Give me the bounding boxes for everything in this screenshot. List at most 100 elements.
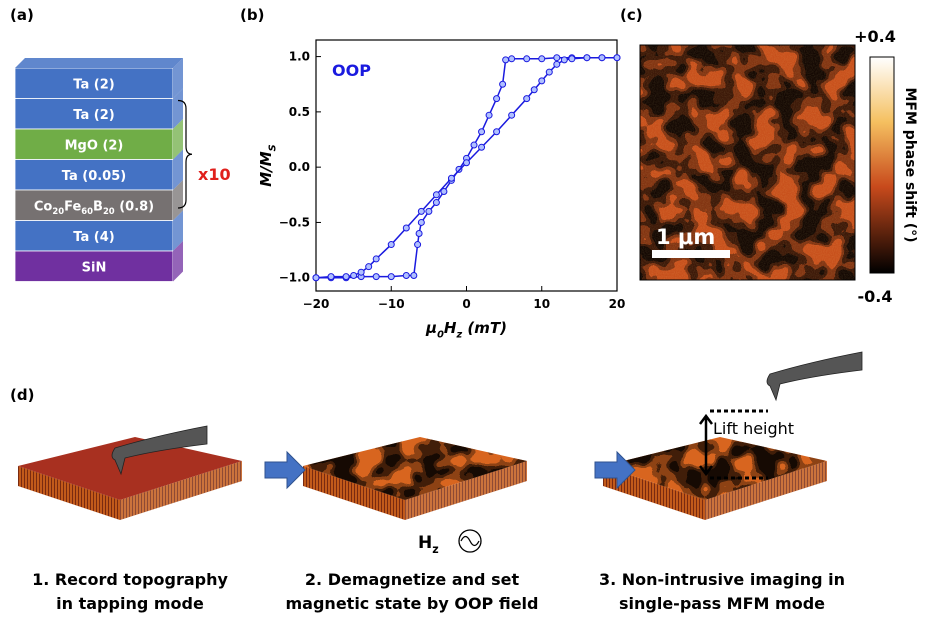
ac-wave [461, 537, 479, 546]
data-point [503, 57, 509, 63]
layer-label: Ta (4) [73, 230, 114, 245]
data-point [599, 55, 605, 61]
layer-label-part: Ta (0.05) [62, 169, 126, 184]
y-tick-label: 0.0 [289, 160, 310, 174]
layer-label-part: Fe [64, 199, 81, 214]
data-point [494, 129, 500, 135]
data-point [554, 55, 560, 61]
panel-label: (d) [10, 386, 34, 404]
data-point [471, 142, 477, 148]
layer-label: Ta (2) [73, 77, 114, 92]
layer-label-part: MgO (2) [65, 138, 124, 153]
data-point [433, 192, 439, 198]
data-point [403, 273, 409, 279]
data-point [524, 96, 530, 102]
data-point [403, 225, 409, 231]
layer: Ta (2) [15, 58, 183, 99]
layer-label-part: 20 [52, 206, 64, 216]
data-point [479, 129, 485, 135]
y-tick-label: −1.0 [279, 271, 310, 285]
scale-bar [652, 250, 730, 258]
layer-label: Co20Fe60B20 (0.8) [34, 199, 154, 216]
data-point [539, 56, 545, 62]
panel-b: (b)−20−1001020−1.0−0.50.00.51.0μ0Hz (mT)… [240, 6, 625, 341]
layer-label-part: SiN [82, 260, 107, 275]
x-tick-label: 0 [462, 297, 470, 311]
data-point [561, 57, 567, 63]
cantilever-tip [767, 352, 862, 400]
data-point [554, 61, 560, 67]
y-axis-title-part: M/M [257, 151, 275, 186]
layer-label-part: 60 [81, 206, 93, 216]
data-point [366, 264, 372, 270]
y-axis-title-part: S [268, 144, 279, 151]
colorbar-max: +0.4 [854, 27, 896, 46]
data-point [313, 275, 319, 281]
field-label: Hz [418, 533, 439, 556]
layer-label-part: Co [34, 199, 53, 214]
data-point [569, 56, 575, 62]
colorbar-min: -0.4 [858, 287, 893, 306]
data-point [328, 274, 334, 280]
data-point [531, 87, 537, 93]
step-caption: magnetic state by OOP field [286, 594, 539, 613]
data-point [448, 175, 454, 181]
data-point [373, 274, 379, 280]
data-point [479, 144, 485, 150]
step-caption: single-pass MFM mode [619, 594, 825, 613]
x-tick-label: 10 [533, 297, 550, 311]
layer-label-part: (0.8) [115, 199, 154, 214]
data-point [494, 96, 500, 102]
data-point [464, 160, 470, 166]
x-tick-label: −20 [303, 297, 330, 311]
field-label-part: H [418, 533, 432, 553]
panel-label: (a) [10, 6, 34, 24]
data-point [509, 56, 515, 62]
layer-label: SiN [82, 260, 107, 275]
y-axis-title: M/MS [257, 144, 279, 186]
layer-label-part: Ta (2) [73, 108, 114, 123]
data-point [524, 56, 530, 62]
panel-a: (a)Ta (2)Ta (2)MgO (2)Ta (0.05)Co20Fe60B… [10, 6, 231, 282]
data-point [486, 112, 492, 118]
y-tick-label: −0.5 [279, 215, 310, 229]
series-line [316, 58, 617, 278]
x-axis-title-part: (mT) [462, 319, 507, 337]
panel-label: (b) [240, 6, 264, 24]
process-arrow [265, 452, 305, 488]
data-point [509, 112, 515, 118]
data-point [388, 242, 394, 248]
data-point [373, 256, 379, 262]
data-point [426, 208, 432, 214]
colorbar-title: MFM phase shift (°) [902, 88, 918, 243]
x-axis-title-part: H [444, 319, 457, 337]
sample-slab [603, 437, 827, 520]
sample-slab [303, 437, 527, 520]
panel-label: (c) [620, 6, 643, 24]
field-label-part: z [432, 543, 438, 556]
x-tick-label: 20 [609, 297, 626, 311]
colorbar [870, 57, 894, 273]
scale-bar-label: 1 μm [656, 225, 715, 249]
layer-label-part: B [93, 199, 103, 214]
data-point [415, 242, 421, 248]
data-point [416, 231, 422, 237]
repeat-label: x10 [198, 165, 231, 184]
lift-label: Lift height [713, 419, 794, 438]
step-caption: 3. Non-intrusive imaging in [599, 570, 845, 589]
layer-label-part: Ta (2) [73, 77, 114, 92]
data-point [343, 274, 349, 280]
layer-label: Ta (2) [73, 108, 114, 123]
data-point [388, 274, 394, 280]
layer-top [15, 58, 183, 68]
panel-c: (c) 1 μm +0.4 -0.4 MFM phase shift (°) [620, 6, 918, 306]
panel-d: (d)HzLift height1. Record topographyin t… [10, 352, 862, 613]
x-axis-title-part: μ [425, 319, 437, 337]
step-caption: in tapping mode [56, 594, 204, 613]
x-axis-title: μ0Hz (mT) [425, 319, 507, 341]
data-point [351, 273, 357, 279]
figure: (a)Ta (2)Ta (2)MgO (2)Ta (0.05)Co20Fe60B… [0, 0, 930, 630]
data-point [358, 269, 364, 275]
step-caption: 2. Demagnetize and set [305, 570, 520, 589]
layer-label-part: 20 [103, 206, 115, 216]
